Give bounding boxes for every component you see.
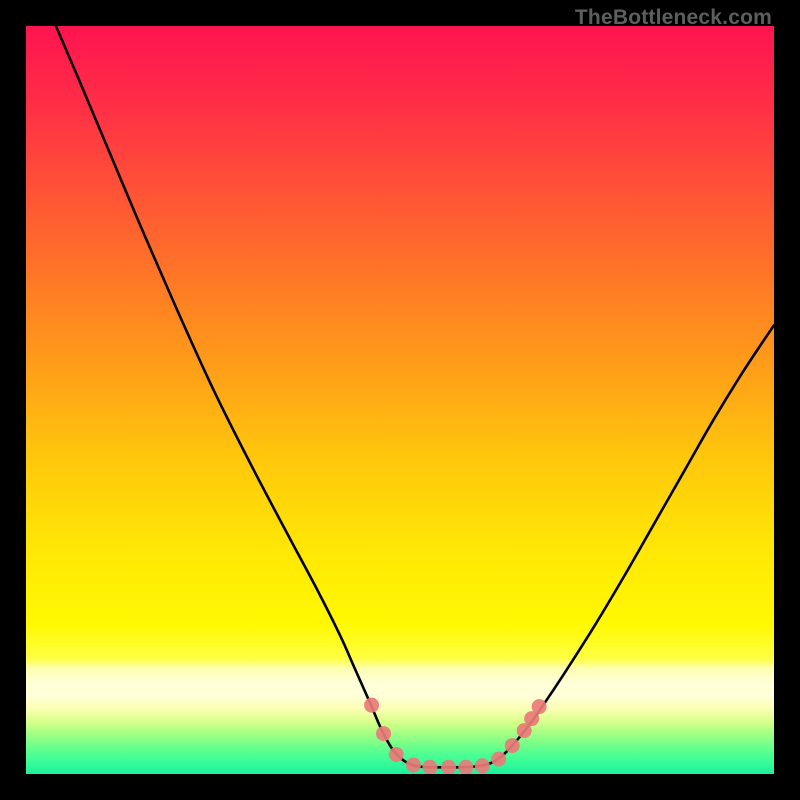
data-marker — [532, 699, 547, 714]
bottleneck-curve-chart — [26, 26, 774, 774]
data-marker — [376, 726, 391, 741]
chart-frame: TheBottleneck.com — [0, 0, 800, 800]
data-marker — [364, 698, 379, 713]
data-marker — [475, 758, 490, 773]
plot-area — [26, 26, 774, 774]
data-marker — [389, 747, 404, 762]
watermark-text: TheBottleneck.com — [575, 6, 772, 30]
data-marker — [491, 752, 506, 767]
gradient-background — [26, 26, 774, 774]
data-marker — [505, 738, 520, 753]
data-marker — [406, 758, 421, 773]
